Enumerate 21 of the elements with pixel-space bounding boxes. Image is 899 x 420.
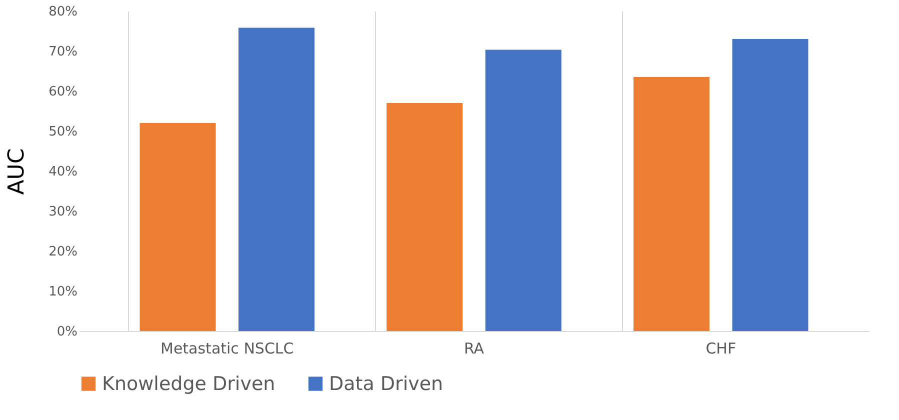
x-tick-label: CHF bbox=[706, 340, 736, 358]
y-tick-label: 80% bbox=[48, 4, 78, 20]
y-tick-label: 10% bbox=[48, 284, 78, 300]
bar bbox=[634, 77, 710, 331]
y-tick-label: 70% bbox=[48, 44, 78, 60]
x-tick-label: RA bbox=[464, 340, 485, 358]
y-tick-label: 60% bbox=[48, 84, 78, 100]
y-axis-title: AUC bbox=[4, 148, 30, 195]
x-tick-label: Metastatic NSCLC bbox=[160, 340, 294, 358]
y-tick-label: 20% bbox=[48, 244, 78, 260]
bar bbox=[732, 39, 808, 331]
legend-label: Knowledge Driven bbox=[102, 372, 276, 395]
bar bbox=[485, 50, 562, 331]
y-tick-label: 40% bbox=[48, 164, 78, 180]
legend-label: Data Driven bbox=[329, 372, 444, 395]
y-tick-label: 30% bbox=[48, 204, 78, 220]
bar bbox=[386, 103, 463, 331]
y-tick-label: 50% bbox=[48, 124, 78, 140]
bar bbox=[238, 28, 314, 331]
bar bbox=[140, 123, 216, 331]
y-tick-label: 0% bbox=[56, 324, 78, 340]
